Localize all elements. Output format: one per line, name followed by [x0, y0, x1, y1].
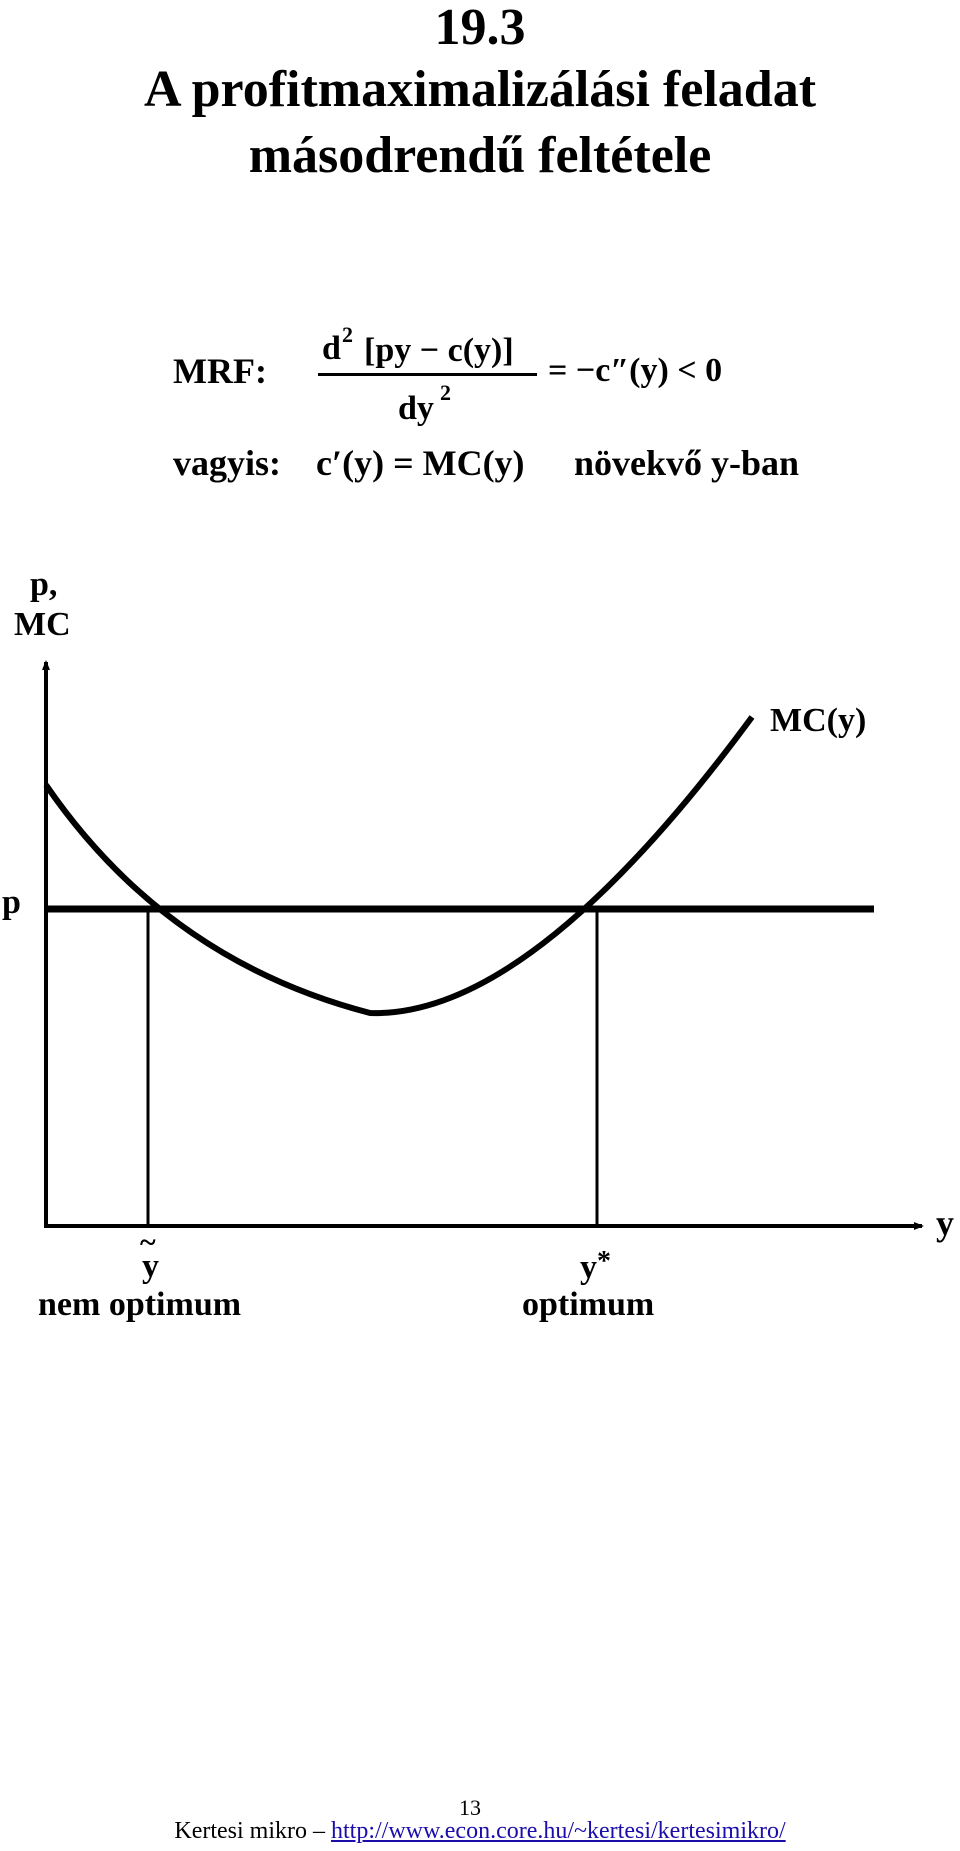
mc-curve: [43, 715, 755, 1017]
page-number: 13: [459, 1795, 481, 1820]
y-star-asterisk: *: [597, 1246, 611, 1277]
footer-link[interactable]: http://www.econ.core.hu/~kertesi/kertesi…: [331, 1818, 786, 1844]
formula-numerator-expr: [py − c(y)]: [364, 332, 514, 369]
formula-denominator: dy: [398, 390, 434, 427]
formula-denominator-exp: 2: [440, 380, 451, 405]
y-star-label: y*: [580, 1246, 611, 1287]
title-line-2: másodrendű feltétele: [248, 127, 712, 184]
condition-expr: c′(y) = MC(y): [316, 443, 525, 483]
mc-curve-label: MC(y): [770, 702, 867, 739]
x-axis-label: y: [936, 1203, 954, 1243]
y-star-letter: y: [580, 1249, 597, 1286]
footer-text: Kertesi mikro –: [174, 1818, 331, 1844]
y-axis-label-line-2: MC: [14, 606, 71, 643]
formula-numerator-d: d: [322, 330, 341, 367]
condition-text: növekvő y-ban: [574, 443, 800, 483]
tilde-y-caption: nem optimum: [38, 1286, 242, 1323]
formula-rhs: = −c″(y) < 0: [548, 352, 723, 389]
tilde-y-label: y: [142, 1248, 159, 1285]
condition-label: vagyis:: [173, 443, 281, 483]
slide-number: 19.3: [434, 0, 526, 56]
y-axis-label-line-1: p,: [30, 566, 58, 603]
footer: Kertesi mikro – http://www.econ.core.hu/…: [0, 1818, 960, 1845]
price-label: p: [2, 884, 21, 921]
mrf-label: MRF:: [173, 351, 267, 391]
title-line-1: A profitmaximalizálási feladat: [143, 61, 817, 118]
fraction-bar: [318, 373, 537, 376]
tilde-mark: ~: [140, 1226, 156, 1259]
formula-numerator-exp: 2: [342, 322, 353, 347]
y-star-caption: optimum: [522, 1286, 655, 1323]
